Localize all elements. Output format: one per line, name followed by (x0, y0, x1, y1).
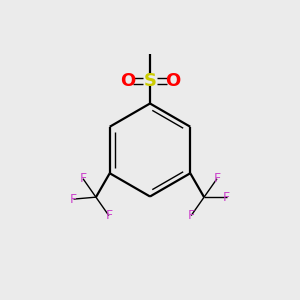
Text: O: O (165, 72, 180, 90)
Text: O: O (120, 72, 135, 90)
Text: F: F (223, 191, 230, 204)
Text: F: F (80, 172, 87, 185)
Text: F: F (213, 172, 220, 185)
Text: F: F (105, 209, 112, 222)
Text: F: F (188, 209, 195, 222)
Text: F: F (70, 193, 77, 206)
Text: S: S (143, 72, 157, 90)
